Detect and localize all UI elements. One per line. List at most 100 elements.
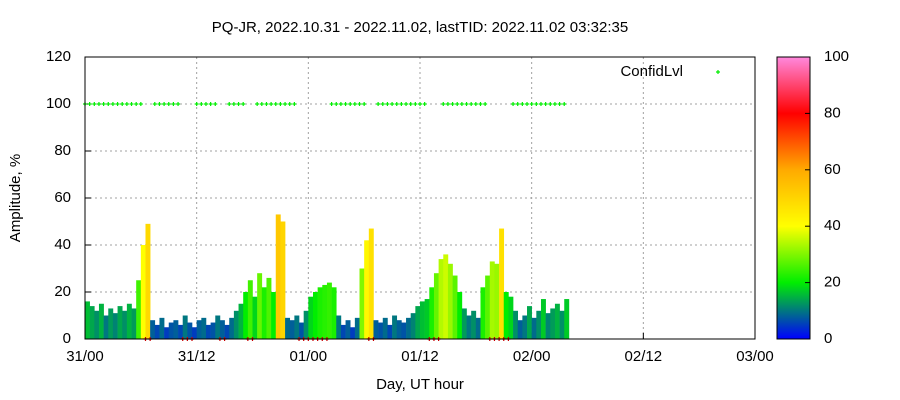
confidence-point-shape <box>515 102 520 106</box>
confidence-point-shape <box>101 102 106 106</box>
confidence-point-shape <box>269 102 274 106</box>
confidence-point <box>455 102 460 106</box>
confidence-point-shape <box>338 102 343 106</box>
confidence-point <box>87 102 92 106</box>
bar <box>266 277 272 339</box>
bar <box>326 282 332 339</box>
y-tick-label: 100 <box>46 95 71 112</box>
confidence-point-shape <box>473 102 478 106</box>
confidence-point-shape <box>380 102 385 106</box>
confidence-point <box>394 102 399 106</box>
bar <box>261 287 267 339</box>
confidence-point <box>538 102 543 106</box>
y-tick-label: 120 <box>46 48 71 65</box>
bar <box>275 214 281 339</box>
bar <box>373 320 379 339</box>
bar <box>378 322 384 339</box>
bar <box>233 310 239 339</box>
bar <box>178 324 184 339</box>
confidence-point-shape <box>199 102 204 106</box>
confidence-point <box>459 102 464 106</box>
confidence-point-shape <box>283 102 288 106</box>
x-tick-label: 31/12 <box>178 348 216 365</box>
bar <box>196 320 202 339</box>
confidence-point-shape <box>162 102 167 106</box>
confidence-point <box>408 102 413 106</box>
confidence-point-shape <box>399 102 404 106</box>
confidence-point-shape <box>241 102 246 106</box>
y-tick-label: 60 <box>54 189 71 206</box>
bar <box>480 287 486 339</box>
confidence-point-shape <box>329 102 334 106</box>
confidence-point-shape <box>171 102 176 106</box>
confidence-point <box>515 102 520 106</box>
bar <box>345 320 351 339</box>
confidence-point-shape <box>348 102 353 106</box>
y-tick-label: 0 <box>63 330 71 347</box>
bar <box>513 310 519 339</box>
bar <box>219 320 225 339</box>
bar <box>94 310 100 339</box>
bar <box>182 315 188 339</box>
confidence-point-shape <box>483 102 488 106</box>
bar <box>540 299 546 339</box>
bar <box>396 320 402 339</box>
bar <box>438 259 444 339</box>
bar <box>368 228 374 339</box>
confidence-point <box>338 102 343 106</box>
confidence-point-shape <box>538 102 543 106</box>
confidence-point <box>562 102 567 106</box>
confidence-point <box>110 102 115 106</box>
bar <box>429 287 435 339</box>
x-tick-label: 03/00 <box>736 348 774 365</box>
confidence-point-shape <box>194 102 199 106</box>
confidence-point <box>138 102 143 106</box>
bar <box>359 268 365 339</box>
confidence-point-shape <box>520 102 525 106</box>
confidence-point <box>264 102 269 106</box>
confidence-point-shape <box>376 102 381 106</box>
bar <box>126 303 132 339</box>
bar <box>527 306 532 339</box>
confidence-point <box>473 102 478 106</box>
confidence-point <box>199 102 204 106</box>
confidence-point <box>525 102 530 106</box>
bar <box>280 221 286 339</box>
confidence-point-shape <box>334 102 339 106</box>
bar <box>489 261 495 339</box>
bar <box>531 317 537 339</box>
bar <box>415 306 421 339</box>
bar <box>215 315 221 339</box>
confidence-point <box>166 102 171 106</box>
confidence-point <box>203 102 208 106</box>
confidence-point-shape <box>357 102 362 106</box>
confidence-point <box>278 102 283 106</box>
bar <box>545 313 551 339</box>
confidence-point-shape <box>227 102 232 106</box>
confidence-point <box>334 102 339 106</box>
bar <box>401 322 407 339</box>
bar <box>112 313 118 339</box>
y-tick-label: 80 <box>54 142 71 159</box>
confidence-point-shape <box>278 102 283 106</box>
legend-label: ConfidLvl <box>620 63 683 80</box>
confidence-point-shape <box>166 102 171 106</box>
bar <box>471 310 477 339</box>
confidence-point-shape <box>557 102 562 106</box>
bar <box>150 320 156 339</box>
confidence-point-shape <box>441 102 446 106</box>
x-tick-label: 02/00 <box>513 348 551 365</box>
bar <box>364 240 370 339</box>
x-tick-label: 01/00 <box>290 348 328 365</box>
confidence-point <box>176 102 181 106</box>
bar <box>205 324 211 339</box>
confidence-point-shape <box>264 102 269 106</box>
bar <box>503 292 509 339</box>
confidence-point <box>343 102 348 106</box>
bar <box>420 301 425 339</box>
confidence-point <box>469 102 474 106</box>
confidence-point-shape <box>231 102 236 106</box>
confidence-point-shape <box>129 102 134 106</box>
colorbar-tick-label: 60 <box>824 161 841 178</box>
